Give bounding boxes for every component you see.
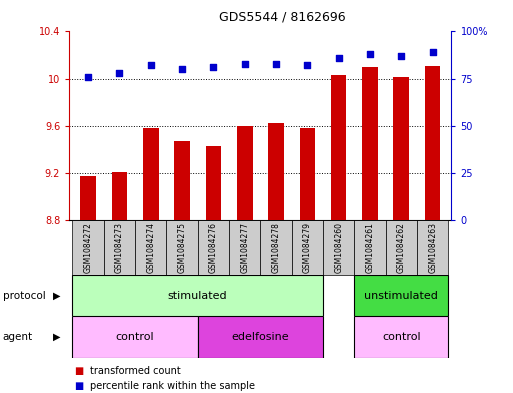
Text: agent: agent [3, 332, 33, 342]
Bar [206, 146, 221, 220]
Bar [143, 128, 159, 220]
Text: control: control [382, 332, 421, 342]
FancyBboxPatch shape [417, 220, 448, 275]
Text: GDS5544 / 8162696: GDS5544 / 8162696 [220, 11, 346, 24]
Point [428, 49, 437, 55]
Point [272, 61, 280, 67]
Bar [198, 316, 323, 358]
Point [366, 51, 374, 57]
Text: transformed count: transformed count [90, 366, 181, 376]
Bar [111, 172, 127, 220]
Bar [425, 66, 441, 220]
Text: unstimulated: unstimulated [364, 291, 438, 301]
Text: GSM1084278: GSM1084278 [271, 222, 281, 273]
Point [84, 73, 92, 80]
Bar [268, 123, 284, 220]
FancyBboxPatch shape [261, 220, 292, 275]
Point [147, 62, 155, 68]
Point [241, 61, 249, 67]
Text: ▶: ▶ [53, 291, 60, 301]
Point [115, 70, 124, 76]
FancyBboxPatch shape [166, 220, 198, 275]
Point [178, 66, 186, 72]
Bar [72, 316, 198, 358]
Point [303, 62, 311, 68]
FancyBboxPatch shape [229, 220, 261, 275]
Text: ■: ■ [74, 381, 84, 391]
FancyBboxPatch shape [104, 220, 135, 275]
Bar [237, 126, 252, 220]
FancyBboxPatch shape [198, 220, 229, 275]
Bar [80, 176, 96, 220]
Text: edelfosine: edelfosine [231, 332, 289, 342]
Text: GSM1084260: GSM1084260 [334, 222, 343, 273]
Text: GSM1084274: GSM1084274 [146, 222, 155, 273]
Text: stimulated: stimulated [168, 291, 227, 301]
Bar [393, 77, 409, 220]
Text: GSM1084276: GSM1084276 [209, 222, 218, 273]
FancyBboxPatch shape [72, 220, 104, 275]
Bar [354, 275, 448, 316]
Text: ▶: ▶ [53, 332, 60, 342]
FancyBboxPatch shape [354, 220, 386, 275]
Text: GSM1084275: GSM1084275 [177, 222, 187, 273]
Bar [331, 75, 346, 220]
Text: GSM1084263: GSM1084263 [428, 222, 437, 273]
Text: GSM1084272: GSM1084272 [84, 222, 92, 273]
Bar [174, 141, 190, 220]
Bar [362, 67, 378, 220]
FancyBboxPatch shape [323, 220, 354, 275]
Text: GSM1084277: GSM1084277 [240, 222, 249, 273]
Text: GSM1084262: GSM1084262 [397, 222, 406, 273]
Text: percentile rank within the sample: percentile rank within the sample [90, 381, 255, 391]
Point [209, 64, 218, 70]
Bar [300, 128, 315, 220]
Point [334, 55, 343, 61]
Bar [72, 275, 323, 316]
Bar [354, 316, 448, 358]
Text: GSM1084273: GSM1084273 [115, 222, 124, 273]
Text: GSM1084261: GSM1084261 [365, 222, 374, 273]
Text: control: control [116, 332, 154, 342]
Text: ■: ■ [74, 366, 84, 376]
Point [397, 53, 405, 59]
Text: protocol: protocol [3, 291, 45, 301]
FancyBboxPatch shape [386, 220, 417, 275]
FancyBboxPatch shape [292, 220, 323, 275]
FancyBboxPatch shape [135, 220, 166, 275]
Text: GSM1084279: GSM1084279 [303, 222, 312, 273]
